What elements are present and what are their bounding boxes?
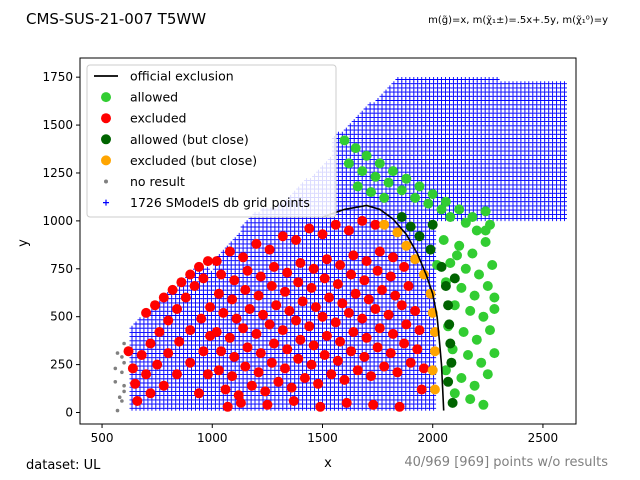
grid-point-marker — [204, 266, 210, 272]
chart-subtitle: m(g̃)=x, m(χ̃₁±)=.5x+.5y, m(χ̃₁⁰)=y — [428, 14, 608, 26]
chart-title: CMS-SUS-21-007 T5WW — [26, 10, 206, 28]
